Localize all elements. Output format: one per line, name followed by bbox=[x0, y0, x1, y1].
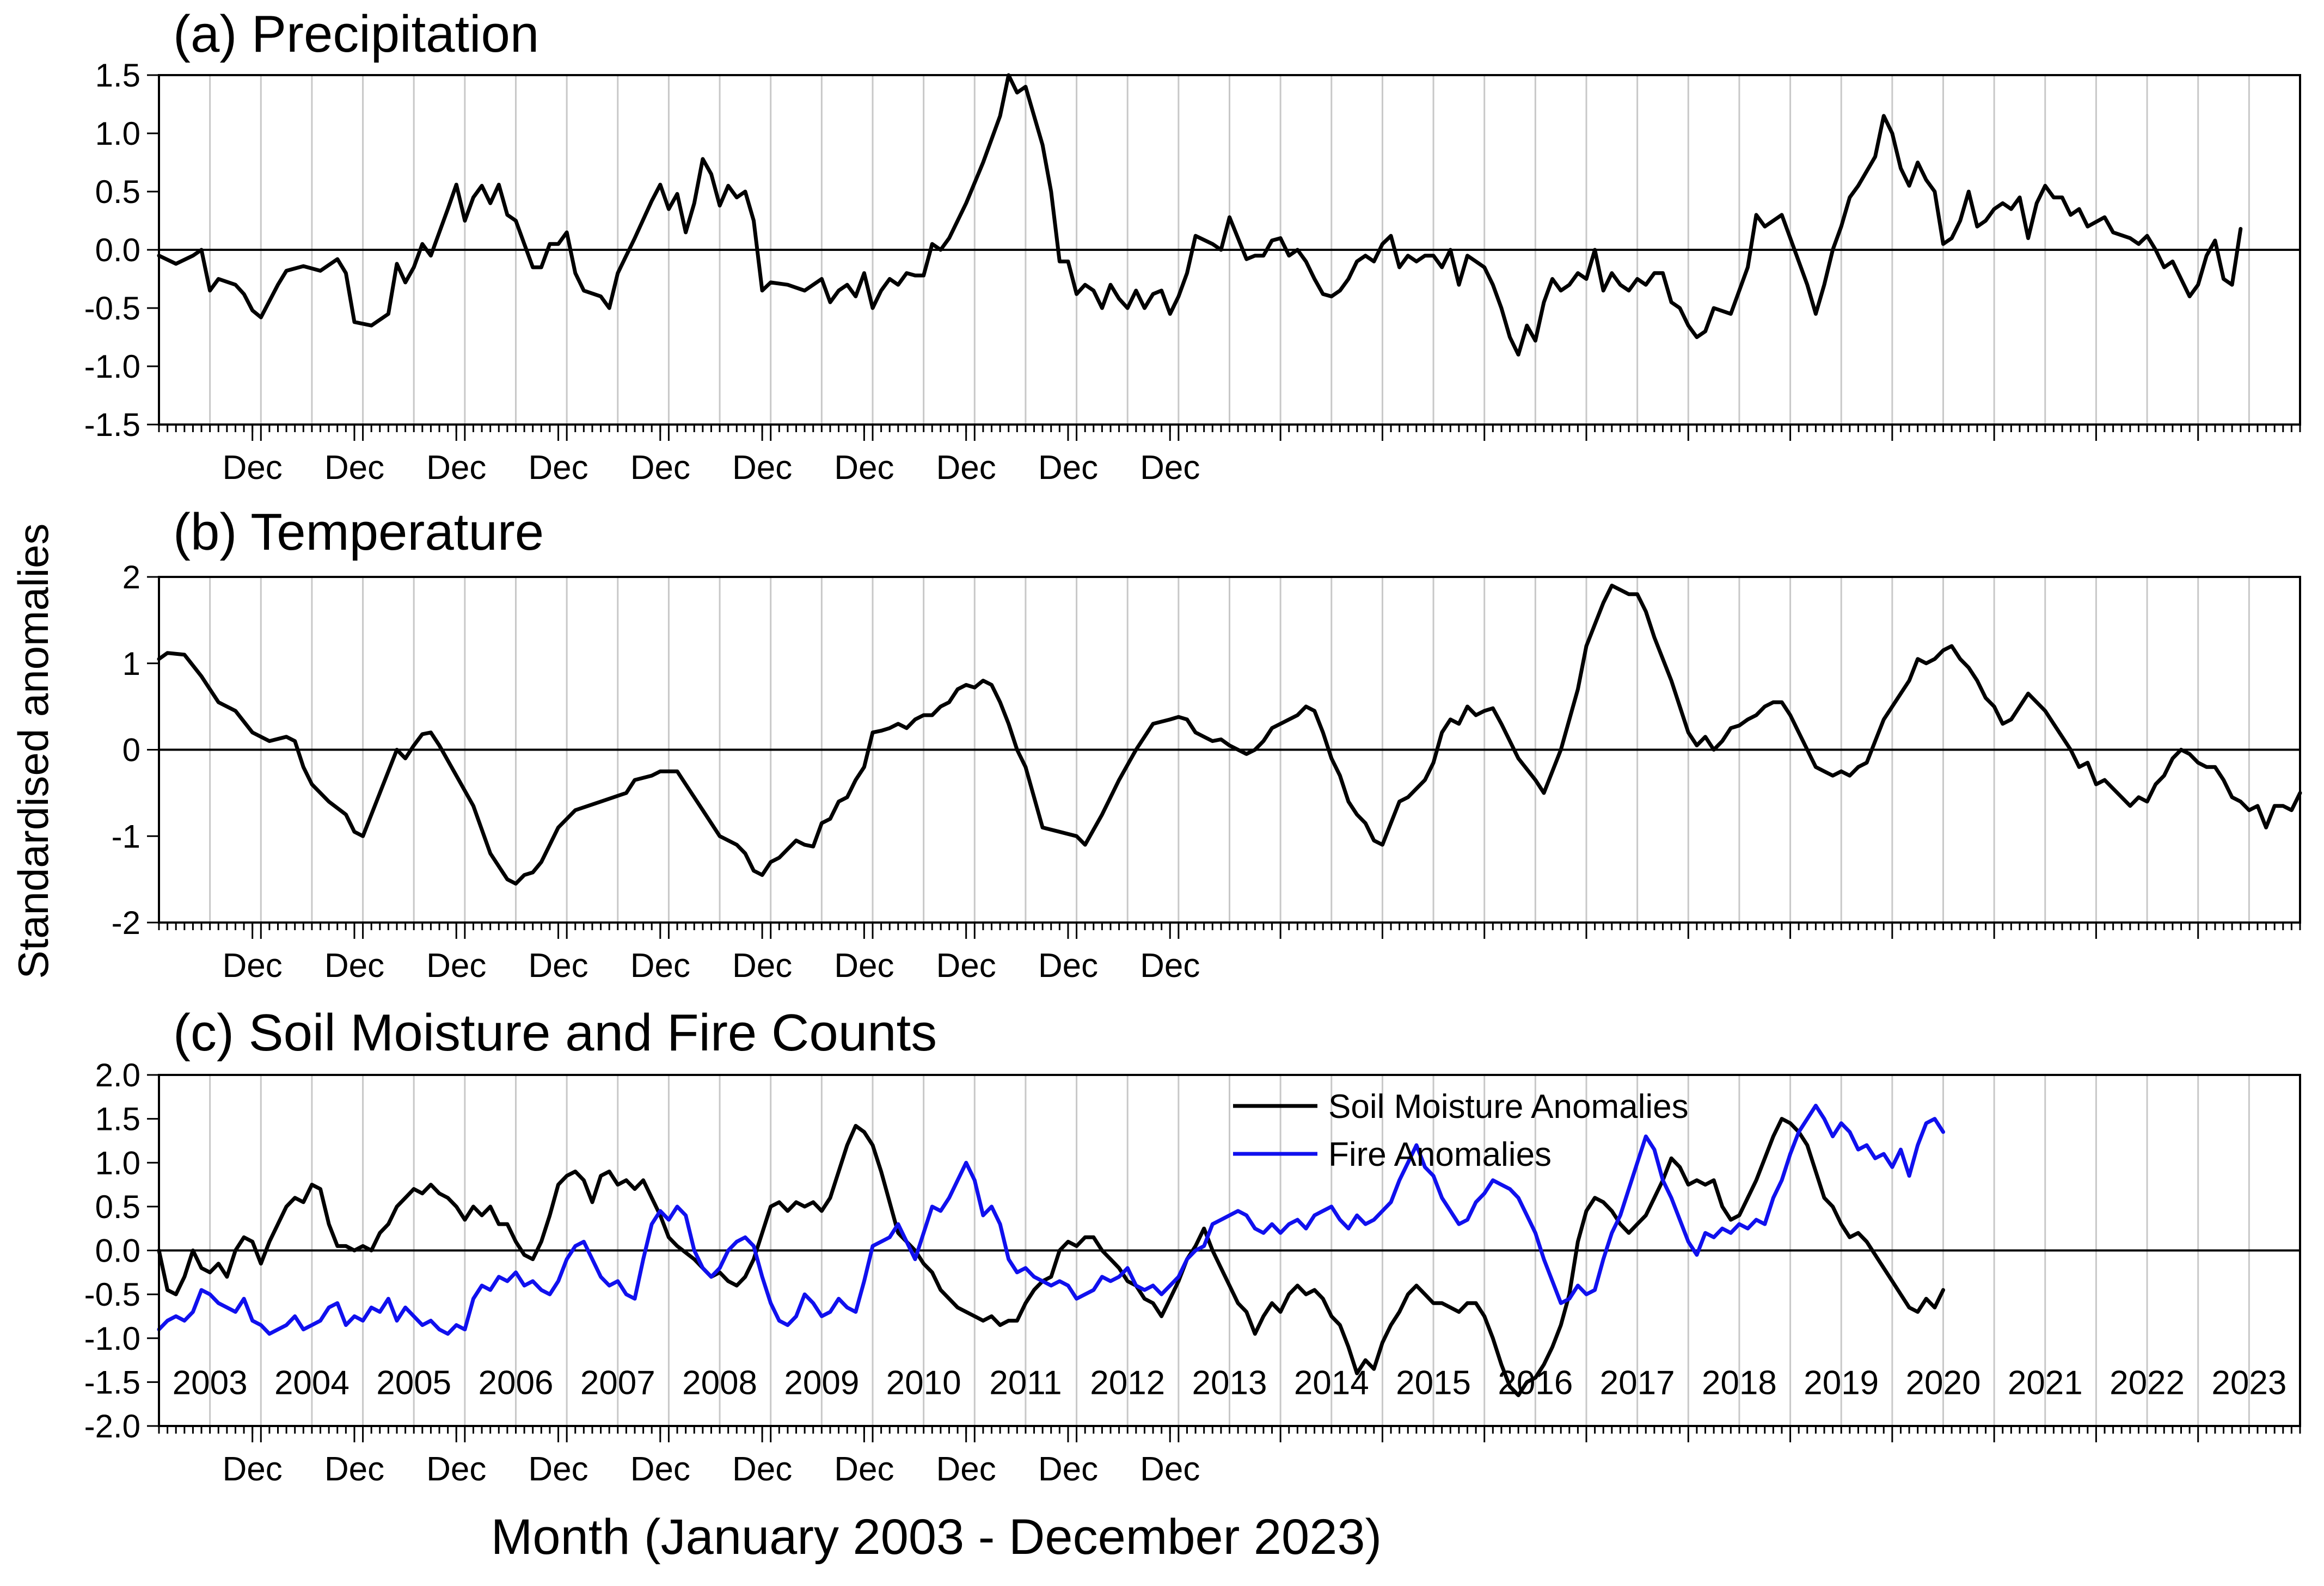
year-label: 2018 bbox=[1702, 1364, 1777, 1401]
x-tick-label-dec: Dec bbox=[1140, 449, 1200, 487]
y-tick-label: 0.5 bbox=[95, 1189, 140, 1225]
y-tick-label: 0.0 bbox=[95, 1233, 140, 1269]
x-tick-label-dec: Dec bbox=[223, 449, 283, 487]
x-tick-label-dec: Dec bbox=[1140, 947, 1200, 985]
x-axis-title: Month (January 2003 - December 2023) bbox=[491, 1509, 1382, 1565]
y-tick-label: -1.5 bbox=[84, 407, 140, 443]
series-line-soil-moisture-anomalies bbox=[157, 1117, 1945, 1398]
x-tick-label-dec: Dec bbox=[732, 1450, 792, 1488]
year-label: 2003 bbox=[173, 1364, 248, 1401]
plot-frame bbox=[158, 576, 2301, 924]
series-line-precipitation-anomalies bbox=[157, 73, 2243, 357]
year-label: 2020 bbox=[1906, 1364, 1981, 1401]
y-tick-label: -0.5 bbox=[84, 1276, 140, 1313]
panel-title: (b) Temperature bbox=[173, 503, 544, 561]
y-tick-label: 1.5 bbox=[95, 1101, 140, 1138]
year-label: 2017 bbox=[1600, 1364, 1675, 1401]
year-label: 2012 bbox=[1090, 1364, 1165, 1401]
x-tick-label-dec: Dec bbox=[834, 449, 894, 487]
y-tick-label: 0 bbox=[122, 732, 140, 769]
x-tick-label-dec: Dec bbox=[630, 449, 690, 487]
y-tick-label: 1.0 bbox=[95, 115, 140, 152]
x-tick-label-dec: Dec bbox=[936, 947, 996, 985]
panel-title: (a) Precipitation bbox=[173, 5, 539, 63]
x-tick-label-dec: Dec bbox=[630, 1450, 690, 1488]
y-tick-label: -2 bbox=[112, 905, 140, 941]
x-tick-label-dec: Dec bbox=[630, 947, 690, 985]
x-tick-label-dec: Dec bbox=[223, 947, 283, 985]
x-tick-label-dec: Dec bbox=[1038, 449, 1098, 487]
y-tick-label: -1.5 bbox=[84, 1364, 140, 1400]
legend-label: Soil Moisture Anomalies bbox=[1328, 1088, 1689, 1126]
x-tick-label-dec: Dec bbox=[834, 1450, 894, 1488]
x-tick-label-dec: Dec bbox=[426, 947, 486, 985]
x-tick-label-dec: Dec bbox=[324, 947, 384, 985]
y-tick-label: -0.5 bbox=[84, 290, 140, 327]
x-tick-label-dec: Dec bbox=[324, 449, 384, 487]
x-tick-label-dec: Dec bbox=[528, 947, 588, 985]
y-tick-label: -1 bbox=[112, 818, 140, 855]
year-label: 2006 bbox=[479, 1364, 554, 1401]
x-tick-label-dec: Dec bbox=[426, 449, 486, 487]
y-tick-label: -1.0 bbox=[84, 1320, 140, 1357]
x-tick-label-dec: Dec bbox=[732, 947, 792, 985]
y-tick-label: 1.5 bbox=[95, 57, 140, 94]
panel-precipitation: (a) Precipitation Dec Dec Dec Dec Dec Dec Dec De… bbox=[84, 5, 2301, 487]
x-tick-label-dec: Dec bbox=[834, 947, 894, 985]
year-label: 2022 bbox=[2110, 1364, 2185, 1401]
year-label: 2007 bbox=[580, 1364, 655, 1401]
plot-frame bbox=[158, 74, 2301, 426]
x-tick-label-dec: Dec bbox=[528, 1450, 588, 1488]
year-label: 2023 bbox=[2211, 1364, 2286, 1401]
legend-label: Fire Anomalies bbox=[1328, 1136, 1552, 1173]
x-tick-label-dec: Dec bbox=[324, 1450, 384, 1488]
x-tick-label-dec: Dec bbox=[528, 449, 588, 487]
y-axis-title: Standardised anomalies bbox=[9, 524, 57, 979]
y-tick-label: 1.0 bbox=[95, 1145, 140, 1181]
x-tick-label-dec: Dec bbox=[426, 1450, 486, 1488]
x-tick-label-dec: Dec bbox=[223, 1450, 283, 1488]
y-tick-label: 2.0 bbox=[95, 1057, 140, 1093]
x-tick-label-dec: Dec bbox=[1140, 1450, 1200, 1488]
year-label: 2010 bbox=[886, 1364, 961, 1401]
plot-frame bbox=[158, 1074, 2301, 1427]
panel-soil-moisture-fire: (c) Soil Moisture and Fire Counts Dec Dec D… bbox=[84, 1004, 2301, 1488]
year-label: 2015 bbox=[1396, 1364, 1471, 1401]
year-label: 2013 bbox=[1192, 1364, 1267, 1401]
series-line-fire-anomalies bbox=[157, 1103, 1945, 1336]
x-tick-label-dec: Dec bbox=[732, 449, 792, 487]
year-label: 2005 bbox=[376, 1364, 451, 1401]
y-tick-label: 0.0 bbox=[95, 232, 140, 268]
x-tick-label-dec: Dec bbox=[1038, 947, 1098, 985]
year-label: 2009 bbox=[784, 1364, 859, 1401]
y-tick-label: -2.0 bbox=[84, 1408, 140, 1444]
series-line-temperature-anomalies bbox=[157, 583, 2302, 886]
x-tick-label-dec: Dec bbox=[936, 1450, 996, 1488]
panel-title: (c) Soil Moisture and Fire Counts bbox=[173, 1004, 937, 1062]
y-tick-label: 1 bbox=[122, 646, 140, 682]
y-tick-label: -1.0 bbox=[84, 348, 140, 385]
y-tick-label: 0.5 bbox=[95, 174, 140, 210]
x-tick-label-dec: Dec bbox=[1038, 1450, 1098, 1488]
year-label: 2004 bbox=[274, 1364, 349, 1401]
y-tick-label: 2 bbox=[122, 559, 140, 595]
year-label: 2021 bbox=[2008, 1364, 2083, 1401]
year-label: 2019 bbox=[1804, 1364, 1879, 1401]
x-tick-label-dec: Dec bbox=[936, 449, 996, 487]
panel-temperature: (b) Temperature Dec Dec Dec Dec Dec Dec Dec Dec D… bbox=[112, 503, 2302, 985]
year-label: 2011 bbox=[989, 1364, 1062, 1401]
year-label: 2008 bbox=[682, 1364, 757, 1401]
